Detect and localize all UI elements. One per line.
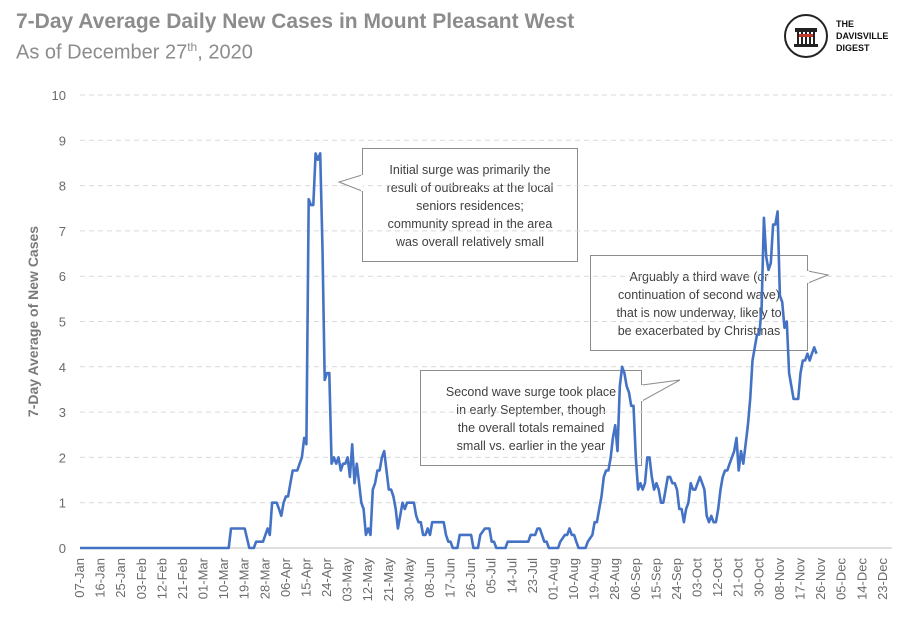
y-tick-label: 0 xyxy=(59,541,66,556)
davisville-digest-logo: THE DAVISVILLE DIGEST xyxy=(784,14,904,62)
x-tick-label: 24-Apr xyxy=(319,557,334,597)
x-tick-label: 12-May xyxy=(360,558,375,602)
x-tick-label: 15-Sep xyxy=(648,558,663,600)
logo-line-1: THE xyxy=(836,19,854,29)
x-tick-label: 12-Oct xyxy=(710,558,725,597)
x-tick-label: 26-Nov xyxy=(813,558,828,600)
y-tick-label: 10 xyxy=(52,88,66,103)
y-tick-label: 4 xyxy=(59,360,66,375)
y-tick-label: 1 xyxy=(59,496,66,511)
x-tick-label: 10-Mar xyxy=(216,557,231,599)
subtitle-suffix: , 2020 xyxy=(197,41,253,64)
annotation-line: Initial surge was primarily the xyxy=(389,163,551,177)
logo-line-3: DIGEST xyxy=(836,43,870,53)
annotation-line: seniors residences; xyxy=(416,199,524,213)
x-tick-label: 16-Jan xyxy=(93,558,108,598)
annotation-line: was overall relatively small xyxy=(396,235,544,249)
y-tick-label: 7 xyxy=(59,224,66,239)
x-tick-label: 14-Jul xyxy=(504,558,519,594)
annotation-first-wave: Initial surge was primarily the result of… xyxy=(362,148,578,262)
logo-line-2: DAVISVILLE xyxy=(836,31,889,41)
y-tick-label: 2 xyxy=(59,450,66,465)
logo-wordmark: THE DAVISVILLE DIGEST xyxy=(836,18,888,54)
x-tick-label: 08-Nov xyxy=(772,558,787,600)
chart-title: 7-Day Average Daily New Cases in Mount P… xyxy=(16,10,575,33)
chart-subtitle: As of December 27th, 2020 xyxy=(16,40,253,65)
annotation-line: Second wave surge took place xyxy=(445,385,617,399)
subtitle-prefix: As of December 27 xyxy=(16,41,188,64)
x-tick-label: 03-Feb xyxy=(134,558,149,599)
x-tick-label: 30-May xyxy=(401,558,416,602)
annotation-line: in early September, though xyxy=(456,403,606,417)
x-tick-label: 12-Feb xyxy=(154,558,169,599)
annotation-third-wave: Arguably a third wave (or continuation of… xyxy=(590,255,808,351)
x-tick-label: 21-May xyxy=(381,558,396,602)
annotation-line: be exacerbated by Christmas xyxy=(617,324,781,338)
y-tick-label: 5 xyxy=(59,315,66,330)
x-tick-label: 06-Sep xyxy=(628,558,643,600)
x-tick-label: 30-Oct xyxy=(751,558,766,597)
x-tick-label: 19-Mar xyxy=(237,557,252,599)
x-tick-label: 19-Aug xyxy=(587,558,602,600)
subtitle-sup: th xyxy=(187,40,198,54)
x-tick-label: 26-Jun xyxy=(463,558,478,598)
logo-emblem xyxy=(784,14,828,58)
annotation-line: that is now underway, likely to xyxy=(616,306,782,320)
y-tick-label: 8 xyxy=(59,179,66,194)
x-tick-label: 28-Mar xyxy=(257,557,272,599)
x-tick-label: 01-Mar xyxy=(196,557,211,599)
x-tick-label: 08-Jun xyxy=(422,558,437,598)
x-tick-label: 03-May xyxy=(340,558,355,602)
x-tick-label: 28-Aug xyxy=(607,558,622,600)
x-tick-label: 21-Feb xyxy=(175,558,190,599)
x-tick-label: 07-Jan xyxy=(72,558,87,598)
annotation-line: community spread in the area xyxy=(387,217,553,231)
annotation-pointer xyxy=(641,379,681,402)
y-tick-label: 9 xyxy=(59,133,66,148)
subway-entrance-icon xyxy=(794,28,818,47)
x-tick-label: 01-Aug xyxy=(545,558,560,600)
x-tick-label: 10-Aug xyxy=(566,558,581,600)
annotation-pointer xyxy=(807,270,830,284)
x-tick-label: 25-Jan xyxy=(113,558,128,598)
x-tick-label: 15-Apr xyxy=(298,557,313,597)
x-tick-label: 17-Jun xyxy=(443,558,458,598)
annotation-line: the overall totals remained xyxy=(457,421,605,435)
annotation-second-wave: Second wave surge took place in early Sep… xyxy=(420,370,642,466)
annotation-line: small vs. earlier in the year xyxy=(456,439,606,453)
annotation-line: continuation of second wave) xyxy=(618,288,780,302)
annotation-line: result of outbreaks at the local xyxy=(386,181,554,195)
x-tick-label: 24-Sep xyxy=(669,558,684,600)
x-tick-label: 05-Jul xyxy=(484,558,499,594)
x-tick-label: 23-Jul xyxy=(525,558,540,594)
y-tick-label: 6 xyxy=(59,269,66,284)
x-tick-label: 14-Dec xyxy=(854,558,869,600)
x-tick-label: 05-Dec xyxy=(834,558,849,600)
annotation-pointer xyxy=(337,174,363,192)
x-tick-label: 17-Nov xyxy=(793,558,808,600)
x-tick-label: 21-Oct xyxy=(731,558,746,597)
annotation-line: Arguably a third wave (or xyxy=(629,270,769,284)
x-tick-label: 03-Oct xyxy=(690,558,705,597)
y-axis-label: 7-Day Average of New Cases xyxy=(25,226,41,417)
x-tick-label: 23-Dec xyxy=(875,558,890,600)
x-tick-label: 06-Apr xyxy=(278,557,293,597)
y-tick-label: 3 xyxy=(59,405,66,420)
